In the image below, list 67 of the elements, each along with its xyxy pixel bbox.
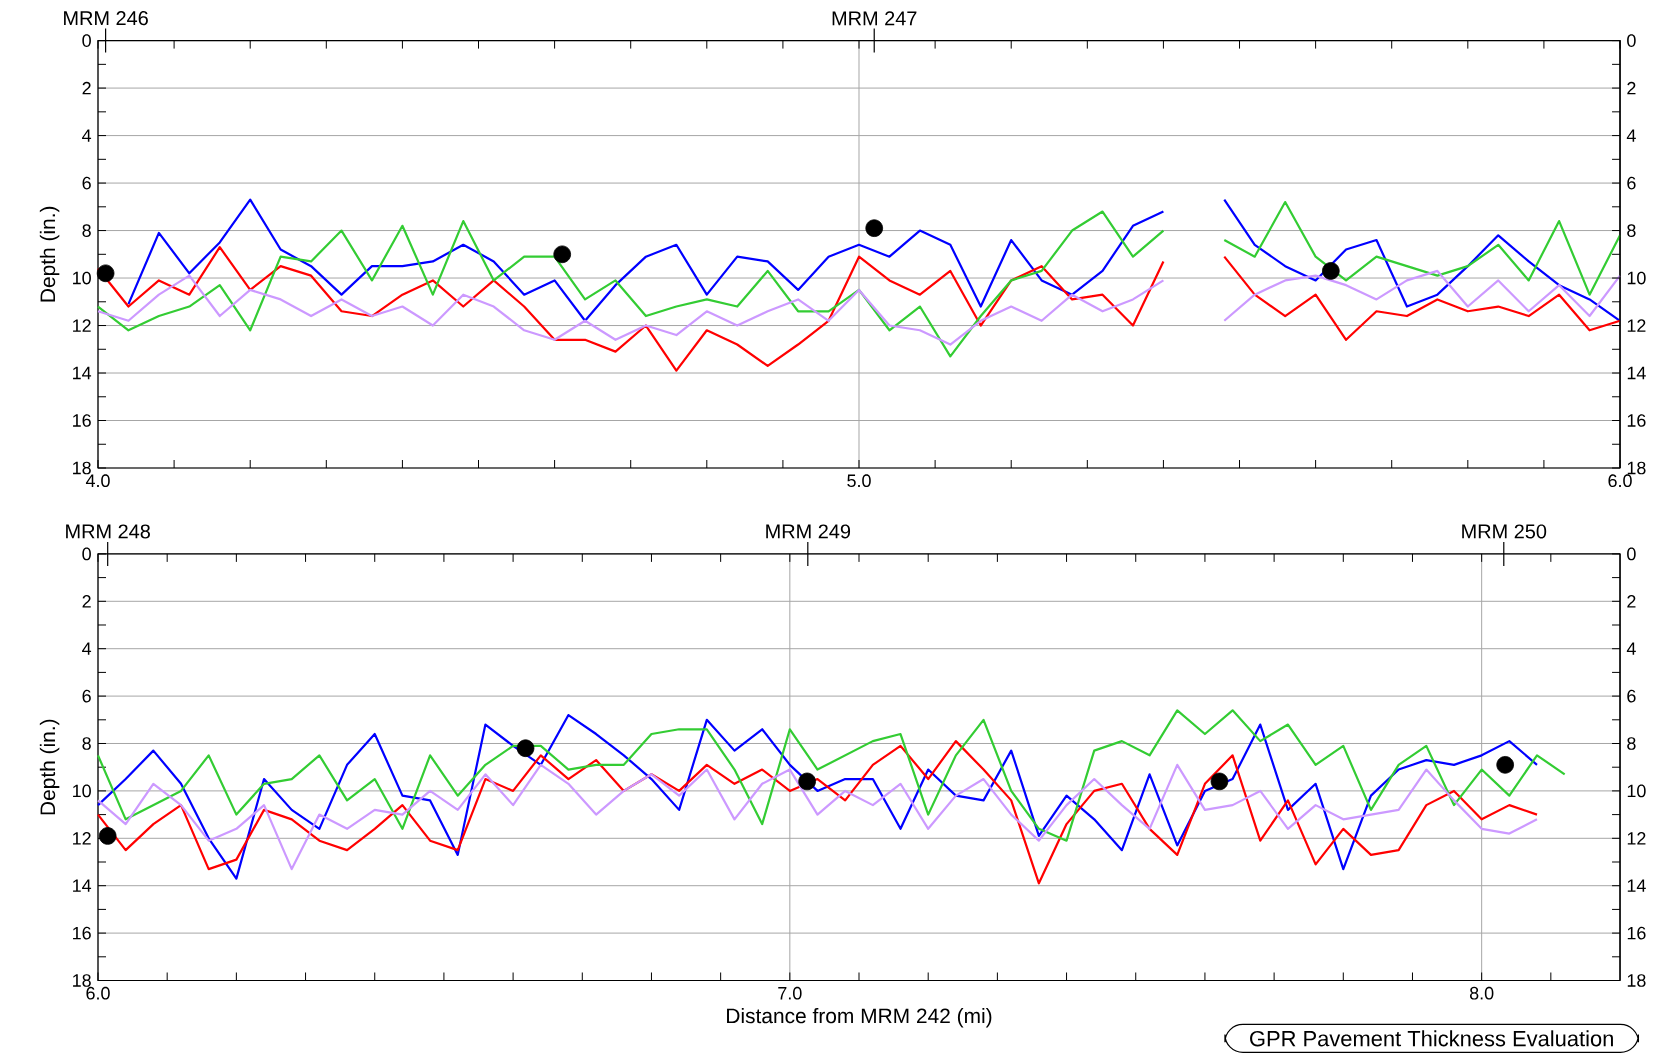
x-axis-title: Distance from MRM 242 (mi) [727,1007,992,1028]
y2-tick-label: 4 [1626,129,1636,142]
point [1496,756,1514,774]
point [96,264,115,283]
y2-tick-label: 6 [1627,176,1636,190]
y-tick-label: 6 [82,176,91,190]
point [516,739,535,758]
y2-tick-label: 18 [1627,461,1646,475]
y-tick-label: 4 [82,129,92,142]
y2-tick-label: 14 [1627,879,1646,892]
y-tick-label: 2 [82,595,91,608]
y-tick-label: 8 [82,737,91,750]
line-series [96,713,1539,880]
y2-tick-label: 18 [1627,974,1646,987]
y-tick-label: 8 [82,224,91,237]
y-tick-label: 2 [82,81,91,95]
x-tick-label: 6.0 [1608,474,1632,488]
y-tick-label: 16 [73,414,91,427]
y-tick-label: 12 [73,832,91,845]
x-tick-label: 5.0 [847,474,871,488]
x-tick-label: 8.0 [1469,986,1494,1000]
y2-tick-label: 4 [1626,642,1636,655]
point [553,245,572,264]
y-tick-label: 12 [73,319,91,332]
text: GPR Pavement Thickness Evaluation [1250,1030,1613,1047]
point [1210,772,1229,791]
y2-tick-label: 0 [1627,547,1636,561]
y2-tick-label: 12 [1627,319,1646,332]
y-tick-label: 16 [73,926,91,940]
x-tick-label: 7.0 [778,986,802,1000]
x-tick-label: 4.0 [85,474,110,488]
point [865,219,884,237]
y2-tick-label: 6 [1627,689,1636,703]
y2-tick-label: 2 [1627,81,1636,95]
y-tick-label: 10 [73,784,91,798]
y-tick-label: 18 [73,974,91,987]
point [1322,262,1340,280]
y-tick-label: 0 [82,547,91,561]
point [798,772,816,791]
x-tick-label: 6.0 [86,986,110,1000]
y-tick-label: 14 [73,879,92,892]
y-tick-label: 6 [82,689,91,703]
y2-tick-label: 12 [1627,832,1646,845]
ref-line-label: MRM 249 [766,524,851,539]
y2-tick-label: 10 [1627,784,1646,798]
y2-tick-label: 10 [1627,271,1646,285]
y2-tick-label: 2 [1627,595,1636,608]
y-tick-label: 14 [73,366,92,380]
y-tick-label: 10 [73,271,91,285]
y2-tick-label: 0 [1627,34,1636,47]
y2-tick-label: 16 [1627,414,1646,427]
point [98,827,117,845]
ref-line-label: MRM 247 [832,11,917,26]
y2-tick-label: 8 [1627,737,1636,750]
y-axis-title: Depth (in.) [39,719,60,815]
ref-line-label: MRM 248 [66,524,150,539]
y2-tick-label: 14 [1627,366,1646,380]
y-tick-label: 0 [82,34,91,47]
y-tick-label: 18 [73,461,91,475]
ref-line-label: MRM 246 [64,11,148,26]
y-tick-label: 4 [82,642,92,655]
line-series [96,763,1539,871]
line-series [96,740,1539,885]
ref-line-label: MRM 250 [1462,524,1547,539]
y2-tick-label: 16 [1627,926,1646,940]
y2-tick-label: 8 [1627,224,1636,237]
y-axis-title: Depth (in.) [39,206,60,302]
